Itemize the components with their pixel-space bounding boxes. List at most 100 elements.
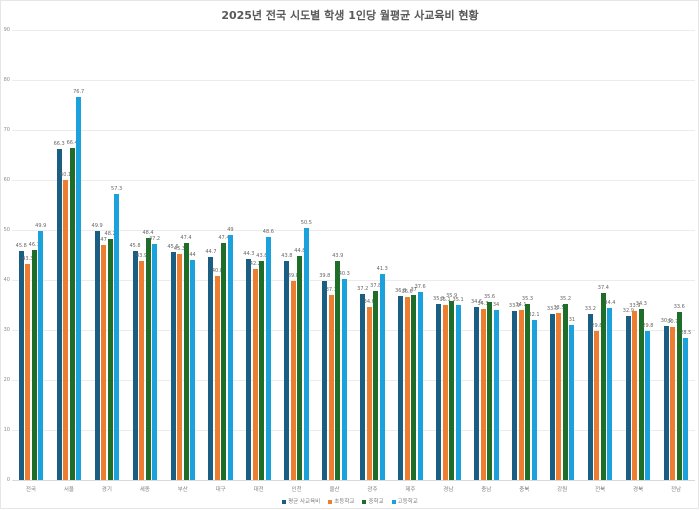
bar[interactable] — [436, 303, 442, 480]
bar[interactable] — [562, 304, 568, 480]
data-label: 43.9 — [332, 252, 344, 259]
bar[interactable] — [366, 307, 372, 480]
data-label: 44 — [189, 252, 196, 258]
bar[interactable] — [328, 294, 334, 480]
bar[interactable] — [221, 243, 227, 480]
data-label: 47.4 — [180, 235, 192, 241]
bar[interactable] — [632, 310, 638, 480]
bar[interactable] — [265, 237, 271, 480]
y-tick-label: 80 — [3, 77, 10, 83]
bar[interactable] — [480, 308, 486, 480]
bar[interactable] — [246, 258, 252, 480]
bar[interactable] — [404, 297, 410, 480]
bar[interactable] — [455, 304, 461, 480]
bar[interactable] — [607, 308, 613, 480]
legend-item[interactable]: 고등학교 — [391, 497, 418, 505]
bar[interactable] — [638, 308, 644, 480]
data-label: 49.9 — [91, 222, 103, 229]
bar[interactable] — [600, 293, 606, 480]
bar[interactable] — [556, 312, 562, 480]
bar[interactable] — [587, 314, 593, 480]
bar[interactable] — [208, 256, 214, 480]
bar[interactable] — [683, 337, 689, 480]
bar[interactable] — [398, 296, 404, 480]
x-tick-label: 광주 — [367, 487, 378, 493]
data-label: 57.3 — [111, 185, 123, 192]
bar[interactable] — [569, 325, 575, 480]
bar[interactable] — [94, 230, 100, 480]
bar[interactable] — [259, 261, 265, 480]
legend-item[interactable]: 중학교 — [362, 497, 384, 505]
bar[interactable] — [227, 235, 233, 480]
bar[interactable] — [373, 291, 379, 480]
bar[interactable] — [114, 193, 120, 480]
bar[interactable] — [190, 260, 195, 480]
y-tick-label: 40 — [3, 277, 10, 283]
bar[interactable] — [297, 256, 303, 480]
bar[interactable] — [518, 309, 524, 480]
bar[interactable] — [214, 276, 220, 480]
bar[interactable] — [69, 148, 75, 480]
bar[interactable] — [449, 300, 455, 480]
data-label: 34 — [492, 302, 500, 308]
bar[interactable] — [152, 244, 158, 480]
y-tick-label: 90 — [3, 27, 10, 33]
bar[interactable] — [360, 294, 366, 480]
bar[interactable] — [31, 249, 37, 480]
bar[interactable] — [335, 260, 341, 480]
bar[interactable] — [18, 251, 24, 480]
y-tick-label: 30 — [3, 327, 10, 333]
bar[interactable] — [549, 313, 555, 480]
bar[interactable] — [284, 261, 290, 480]
legend-item[interactable]: 평균 사교육비 — [282, 497, 320, 505]
gridline — [12, 330, 695, 331]
bar[interactable] — [512, 310, 517, 480]
bar[interactable] — [322, 281, 328, 480]
bar[interactable] — [525, 303, 530, 480]
gridline — [12, 430, 695, 431]
bar[interactable] — [645, 331, 651, 480]
bar[interactable] — [183, 243, 189, 480]
bar[interactable] — [594, 331, 600, 480]
bar[interactable] — [38, 230, 44, 480]
bar[interactable] — [290, 281, 296, 480]
data-label: 28.5 — [680, 329, 692, 336]
data-label: 40.8 — [211, 268, 224, 274]
bar[interactable] — [170, 252, 176, 480]
legend-item[interactable]: 초등학교 — [328, 497, 354, 505]
bar[interactable] — [145, 238, 151, 480]
bar[interactable] — [474, 307, 480, 480]
chart-title: 2025년 전국 시도별 학생 1인당 월평균 사교육비 현황 — [221, 9, 479, 22]
bar[interactable] — [676, 312, 682, 480]
bar[interactable] — [417, 292, 423, 480]
bar[interactable] — [56, 148, 62, 480]
bar[interactable] — [107, 239, 113, 480]
data-label: 33.3 — [546, 305, 559, 312]
x-tick-label: 부산 — [177, 487, 188, 493]
bar[interactable] — [132, 251, 138, 480]
data-label: 40.3 — [338, 270, 350, 277]
data-label: 66.3 — [53, 140, 65, 147]
y-tick-label: 10 — [3, 427, 10, 433]
bar[interactable] — [663, 325, 669, 480]
bar[interactable] — [177, 253, 182, 480]
bar[interactable] — [139, 260, 145, 480]
data-label: 50.5 — [300, 219, 312, 226]
bar[interactable] — [531, 319, 537, 480]
bar[interactable] — [252, 269, 258, 480]
bar[interactable] — [63, 179, 69, 480]
data-label: 45.8 — [15, 243, 27, 249]
bar[interactable] — [25, 263, 31, 480]
bar[interactable] — [379, 273, 385, 480]
bar[interactable] — [101, 245, 107, 480]
bar[interactable] — [76, 96, 82, 480]
bar[interactable] — [487, 302, 493, 480]
bar[interactable] — [493, 310, 499, 480]
bar[interactable] — [303, 227, 309, 480]
bar[interactable] — [670, 326, 676, 480]
bar[interactable] — [442, 304, 448, 480]
bar[interactable] — [341, 278, 347, 480]
bar[interactable] — [625, 315, 631, 480]
y-tick-label: 0 — [6, 477, 10, 483]
bar[interactable] — [411, 295, 417, 480]
